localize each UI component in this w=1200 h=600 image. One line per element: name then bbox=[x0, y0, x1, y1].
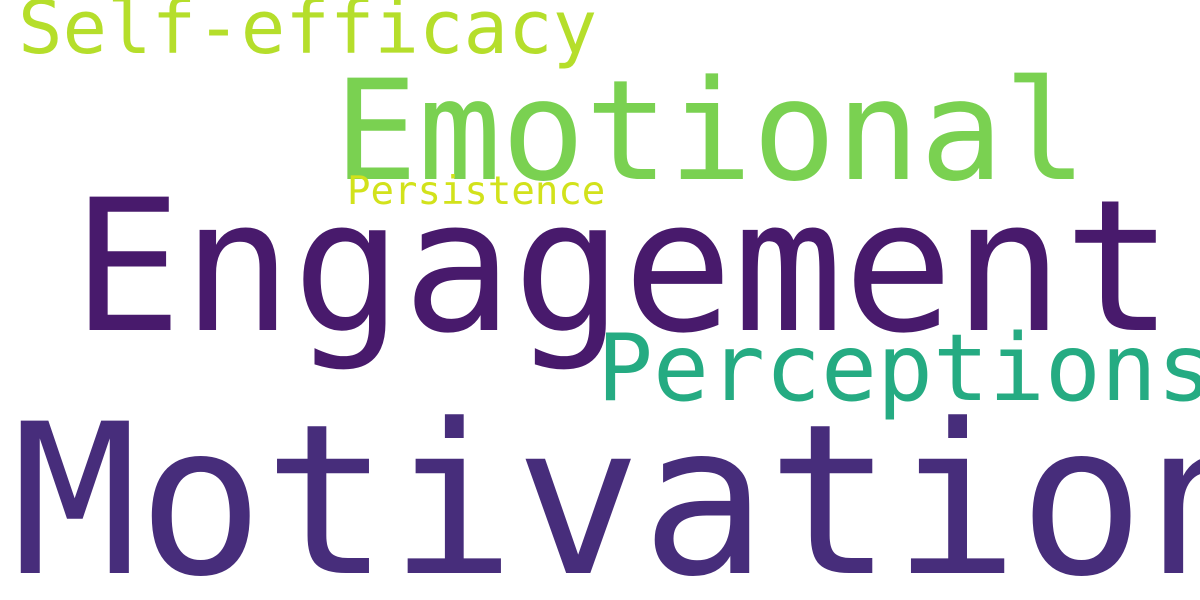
word-motivation: Motivation bbox=[12, 380, 1200, 600]
word-persistence: Persistence bbox=[347, 169, 606, 214]
word-emotional: Emotional bbox=[334, 50, 1088, 212]
word-self-efficacy: Self-efficacy bbox=[18, 0, 598, 71]
word-engagement: Engagement bbox=[72, 161, 1174, 374]
word-perceptions: Perceptions bbox=[597, 314, 1200, 422]
